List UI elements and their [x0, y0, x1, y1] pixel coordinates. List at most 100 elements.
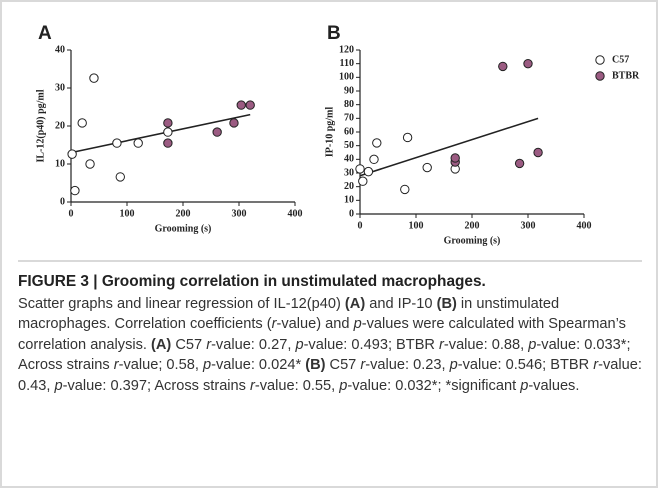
- point: [498, 61, 508, 72]
- y-tick-label: 120: [339, 44, 354, 55]
- point: [236, 100, 246, 110]
- point: [67, 149, 77, 159]
- y-tick-label: 20: [55, 120, 65, 131]
- point: [369, 154, 379, 165]
- x-tick-label: 0: [69, 208, 74, 219]
- y-tick-label: 100: [339, 72, 354, 83]
- legend-marker: [595, 71, 605, 81]
- point: [400, 184, 410, 195]
- caption-run: -values.: [528, 377, 580, 394]
- y-tick-label: 30: [55, 82, 65, 93]
- point: [85, 159, 95, 169]
- x-tick-label: 300: [232, 208, 247, 219]
- caption-run: p: [339, 377, 348, 394]
- y-tick-label: 50: [344, 140, 354, 151]
- point: [402, 132, 413, 143]
- y-axis-label: IP-10 pg/ml: [324, 107, 335, 158]
- point: [229, 118, 239, 128]
- x-tick-label: 400: [577, 220, 592, 231]
- caption-run: (B): [436, 295, 457, 312]
- point: [89, 73, 99, 83]
- point: [112, 138, 122, 148]
- legend-label: BTBR: [612, 70, 640, 81]
- caption-run: -value: 0.493; BTBR: [303, 336, 440, 353]
- point: [523, 58, 533, 69]
- y-tick-label: 0: [349, 208, 354, 219]
- caption-run: r: [593, 357, 599, 373]
- point: [363, 166, 374, 177]
- point: [163, 127, 173, 137]
- x-tick-label: 300: [521, 220, 536, 231]
- y-tick-label: 10: [344, 195, 354, 206]
- point: [355, 164, 365, 174]
- caption-title: FIGURE 3 | Grooming correlation in unsti…: [18, 273, 486, 290]
- x-axis-label: Grooming (s): [155, 223, 212, 234]
- trend-line: [70, 113, 251, 154]
- caption-run: -value: 0.88,: [443, 336, 529, 353]
- caption-run: p: [449, 357, 458, 373]
- caption-run: p: [353, 316, 362, 332]
- y-tick-label: 30: [344, 167, 354, 178]
- point: [358, 176, 368, 186]
- caption-run: and IP-10: [365, 295, 437, 312]
- caption-run: -value: 0.43,: [18, 357, 642, 394]
- x-tick-label: 0: [358, 220, 363, 231]
- point: [450, 153, 460, 163]
- caption-run: -value: 0.27,: [211, 336, 296, 353]
- y-axis-label: IL-12(p40) pg/ml: [35, 89, 46, 162]
- caption-run: r: [250, 377, 255, 394]
- y-tick-label: 70: [344, 113, 354, 124]
- x-axis-label: Grooming (s): [444, 235, 501, 246]
- caption-run: p: [54, 377, 63, 394]
- point: [245, 100, 255, 110]
- point: [133, 138, 143, 148]
- x-tick-label: 200: [176, 208, 191, 219]
- point: [163, 118, 173, 128]
- caption-run: r: [113, 357, 119, 373]
- caption-run: (A): [344, 295, 366, 312]
- caption-body: Scatter graphs and linear regression of …: [18, 294, 642, 397]
- caption-run: -value: 0.546; BTBR: [457, 357, 594, 373]
- caption-run: r: [206, 336, 212, 353]
- y-tick-label: 110: [340, 58, 354, 69]
- y-tick-label: 20: [344, 181, 354, 192]
- point: [163, 138, 173, 148]
- caption-run: -values were calculated with Spearman’s …: [18, 316, 626, 353]
- y-tick-label: 10: [55, 158, 65, 169]
- caption-run: p: [528, 336, 537, 353]
- panel-label: A: [38, 23, 52, 44]
- trend-line: [359, 117, 539, 177]
- x-tick-label: 200: [465, 220, 480, 231]
- panel-label: B: [327, 23, 341, 44]
- caption-run: -value: 0.397; Across strains: [62, 377, 251, 394]
- caption-run: p: [202, 357, 212, 373]
- y-tick-label: 80: [344, 99, 354, 110]
- caption-run: r: [360, 357, 366, 373]
- y-tick-label: 40: [55, 44, 65, 55]
- caption-run: -value: 0.55,: [254, 377, 340, 394]
- x-tick-label: 400: [288, 208, 303, 219]
- caption-run: (B): [305, 357, 326, 373]
- caption-run: -value: 0.23,: [365, 357, 450, 373]
- caption: FIGURE 3 | Grooming correlation in unsti…: [18, 260, 642, 396]
- y-tick-label: 0: [60, 196, 65, 207]
- point: [422, 162, 432, 173]
- caption-run: r: [271, 316, 277, 332]
- caption-run: p: [295, 336, 304, 353]
- caption-run: in unstimulated macrophages. Correlation…: [18, 295, 560, 333]
- point: [514, 158, 525, 169]
- caption-run: C57: [325, 357, 361, 373]
- x-tick-label: 100: [409, 220, 424, 231]
- caption-run: -value: 0.032*; *significant: [347, 377, 521, 394]
- point: [372, 138, 382, 148]
- point: [70, 185, 80, 196]
- caption-run: -value: 0.033*; Across strains: [18, 336, 631, 374]
- caption-run: -value) and: [276, 316, 354, 332]
- caption-run: r: [439, 336, 444, 353]
- caption-run: Scatter graphs and linear regression of …: [18, 295, 345, 312]
- y-tick-label: 90: [344, 85, 354, 96]
- y-tick-label: 60: [344, 126, 354, 137]
- legend-marker: [595, 55, 605, 65]
